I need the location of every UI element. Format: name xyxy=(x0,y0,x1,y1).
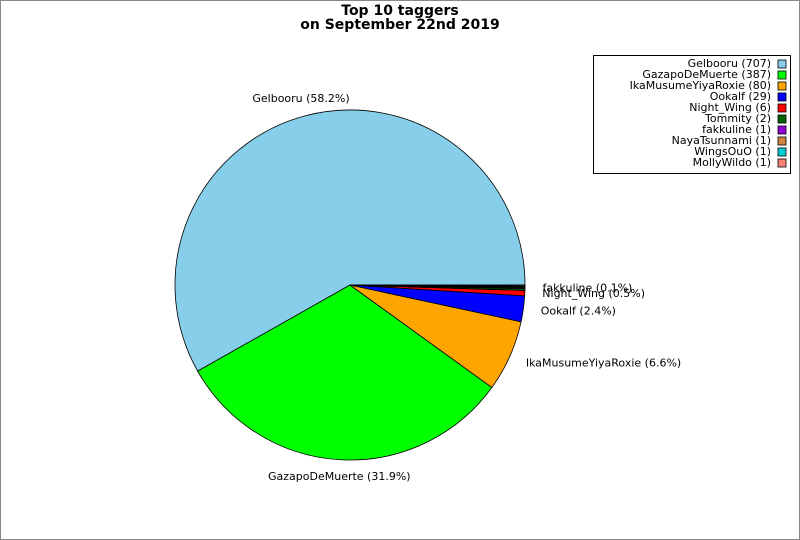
legend-swatch xyxy=(777,92,787,102)
slice-label: GazapoDeMuerte (31.9%) xyxy=(268,470,411,483)
legend-label: NayaTsunnami (1) xyxy=(672,134,771,147)
slice-label: Gelbooru (58.2%) xyxy=(252,92,349,105)
legend-swatch xyxy=(777,81,787,91)
legend-label: Gelbooru (707) xyxy=(688,57,771,70)
legend-label: Tommity (2) xyxy=(704,112,771,125)
legend-label: MollyWildo (1) xyxy=(693,156,771,169)
legend-label: Ookalf (29) xyxy=(710,90,771,103)
slice-label: IkaMusumeYiyaRoxie (6.6%) xyxy=(526,356,681,369)
pie-slice xyxy=(174,109,526,372)
chart-subtitle: on September 22nd 2019 xyxy=(300,17,499,33)
legend-label: IkaMusumeYiyaRoxie (80) xyxy=(630,79,771,92)
legend-swatch xyxy=(777,125,787,135)
pie-slice xyxy=(197,284,493,461)
slice-label: fakkuline (0.1%) xyxy=(542,281,632,294)
legend-swatch xyxy=(777,158,787,168)
legend-swatch xyxy=(777,147,787,157)
legend-label: GazapoDeMuerte (387) xyxy=(642,68,771,81)
slice-label: Night_Wing (0.5%) xyxy=(542,287,645,300)
legend-swatch xyxy=(777,59,787,69)
legend-label: Night_Wing (6) xyxy=(689,101,771,114)
legend-label: fakkuline (1) xyxy=(702,123,771,136)
legend-swatch xyxy=(777,114,787,124)
legend-swatch xyxy=(777,103,787,113)
chart-title: Top 10 taggers xyxy=(341,3,458,19)
pie-slice xyxy=(349,284,526,287)
legend-swatch xyxy=(777,136,787,146)
legend-swatch xyxy=(777,70,787,80)
legend-box xyxy=(593,55,791,174)
slice-label: Ookalf (2.4%) xyxy=(541,304,616,317)
legend-label: WingsOuO (1) xyxy=(694,145,771,158)
